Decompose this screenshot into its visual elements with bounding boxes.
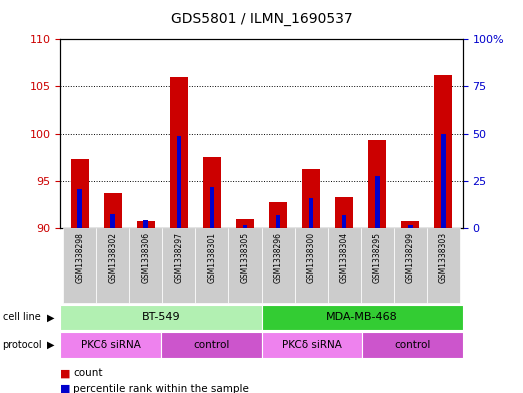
Bar bbox=[294, 228, 327, 303]
Text: ■: ■ bbox=[60, 368, 71, 378]
Text: GDS5801 / ILMN_1690537: GDS5801 / ILMN_1690537 bbox=[170, 12, 353, 26]
Text: GSM1338302: GSM1338302 bbox=[108, 231, 118, 283]
Bar bbox=[360, 228, 393, 303]
Bar bbox=[327, 228, 360, 303]
Text: GSM1338298: GSM1338298 bbox=[75, 231, 84, 283]
Text: PKCδ siRNA: PKCδ siRNA bbox=[282, 340, 342, 350]
Bar bbox=[276, 215, 280, 228]
Text: GSM1338306: GSM1338306 bbox=[141, 231, 151, 283]
Bar bbox=[236, 219, 254, 228]
Bar bbox=[176, 136, 181, 228]
Text: GSM1338295: GSM1338295 bbox=[372, 231, 382, 283]
Bar bbox=[342, 215, 347, 228]
Bar bbox=[77, 189, 83, 228]
Bar bbox=[262, 305, 463, 330]
Text: count: count bbox=[73, 368, 103, 378]
Bar bbox=[71, 159, 89, 228]
Text: GSM1338304: GSM1338304 bbox=[339, 231, 348, 283]
Text: GSM1338300: GSM1338300 bbox=[306, 231, 315, 283]
Bar bbox=[161, 332, 262, 358]
Bar bbox=[210, 187, 214, 228]
Text: ▶: ▶ bbox=[48, 340, 55, 350]
Bar bbox=[170, 77, 188, 228]
Bar bbox=[440, 134, 446, 228]
Text: GSM1338299: GSM1338299 bbox=[405, 231, 415, 283]
Bar bbox=[196, 228, 229, 303]
Text: protocol: protocol bbox=[3, 340, 42, 350]
Bar bbox=[130, 228, 163, 303]
Bar bbox=[137, 221, 155, 228]
Bar bbox=[335, 197, 353, 228]
Bar bbox=[163, 228, 196, 303]
Text: PKCδ siRNA: PKCδ siRNA bbox=[81, 340, 140, 350]
Bar bbox=[60, 305, 262, 330]
Bar bbox=[309, 198, 313, 228]
Bar bbox=[110, 214, 116, 228]
Bar bbox=[96, 228, 130, 303]
Text: cell line: cell line bbox=[3, 312, 40, 322]
Text: percentile rank within the sample: percentile rank within the sample bbox=[73, 384, 249, 393]
Bar bbox=[302, 169, 320, 228]
Text: BT-549: BT-549 bbox=[142, 312, 180, 322]
Bar bbox=[143, 220, 149, 228]
Bar bbox=[104, 193, 122, 228]
Bar bbox=[368, 140, 386, 228]
Bar bbox=[243, 225, 247, 228]
Bar bbox=[63, 228, 96, 303]
Bar bbox=[203, 157, 221, 228]
Text: control: control bbox=[394, 340, 431, 350]
Text: GSM1338305: GSM1338305 bbox=[241, 231, 249, 283]
Bar bbox=[393, 228, 427, 303]
Bar bbox=[362, 332, 463, 358]
Text: ■: ■ bbox=[60, 384, 71, 393]
Bar bbox=[60, 332, 161, 358]
Bar bbox=[401, 221, 419, 228]
Text: control: control bbox=[193, 340, 230, 350]
Text: GSM1338301: GSM1338301 bbox=[208, 231, 217, 283]
Bar bbox=[434, 75, 452, 228]
Text: GSM1338303: GSM1338303 bbox=[439, 231, 448, 283]
Bar bbox=[374, 176, 380, 228]
Bar bbox=[407, 225, 413, 228]
Bar bbox=[427, 228, 460, 303]
Bar bbox=[262, 228, 294, 303]
Text: MDA-MB-468: MDA-MB-468 bbox=[326, 312, 398, 322]
Bar bbox=[262, 332, 362, 358]
Bar bbox=[229, 228, 262, 303]
Text: GSM1338297: GSM1338297 bbox=[175, 231, 184, 283]
Bar bbox=[269, 202, 287, 228]
Text: GSM1338296: GSM1338296 bbox=[274, 231, 282, 283]
Text: ▶: ▶ bbox=[48, 312, 55, 322]
